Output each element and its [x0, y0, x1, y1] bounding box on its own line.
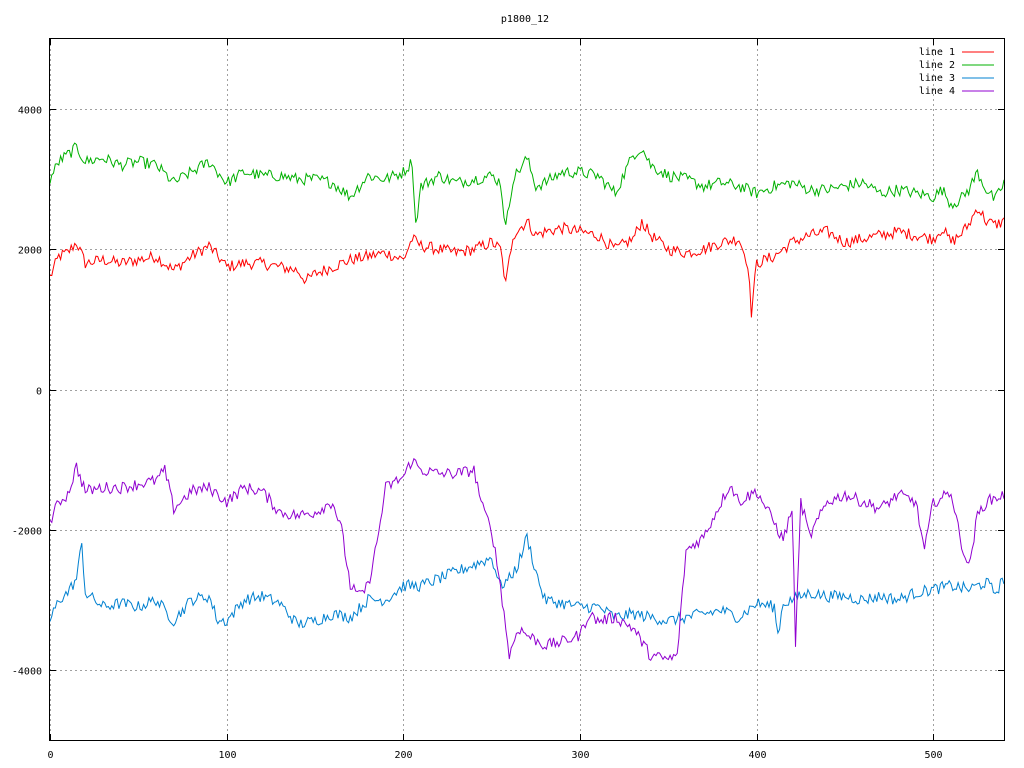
x-tick-label: 500 — [924, 750, 942, 761]
series-line-4 — [49, 457, 1005, 662]
series-line-3 — [49, 532, 1005, 635]
y-tick-label: 2000 — [18, 246, 42, 257]
y-tick-label: -4000 — [12, 667, 42, 678]
legend: line 1 line 2 line 3 line 4 — [919, 47, 994, 97]
legend-label-1: line 1 — [919, 47, 955, 58]
legend-label-2: line 2 — [919, 60, 955, 71]
axes: -4000 -2000 0 2000 4000 0 100 200 300 400 500 — [12, 39, 1004, 761]
x-tick-label: 300 — [571, 750, 589, 761]
legend-label-3: line 3 — [919, 73, 955, 84]
x-tick-label: 0 — [47, 750, 53, 761]
y-tick-label: 0 — [36, 387, 42, 398]
grid — [50, 39, 1004, 740]
series-group — [49, 142, 1005, 662]
series-line-1 — [50, 209, 1005, 318]
chart-title: p1800_12 — [501, 14, 549, 25]
x-tick-label: 400 — [748, 750, 766, 761]
x-tick-label: 200 — [394, 750, 412, 761]
series-line-2 — [49, 142, 1005, 225]
plot-frame — [49, 38, 1005, 741]
x-tick-label: 100 — [218, 750, 236, 761]
y-tick-label: 4000 — [18, 106, 42, 117]
y-tick-label: -2000 — [12, 527, 42, 538]
legend-label-4: line 4 — [919, 86, 955, 97]
